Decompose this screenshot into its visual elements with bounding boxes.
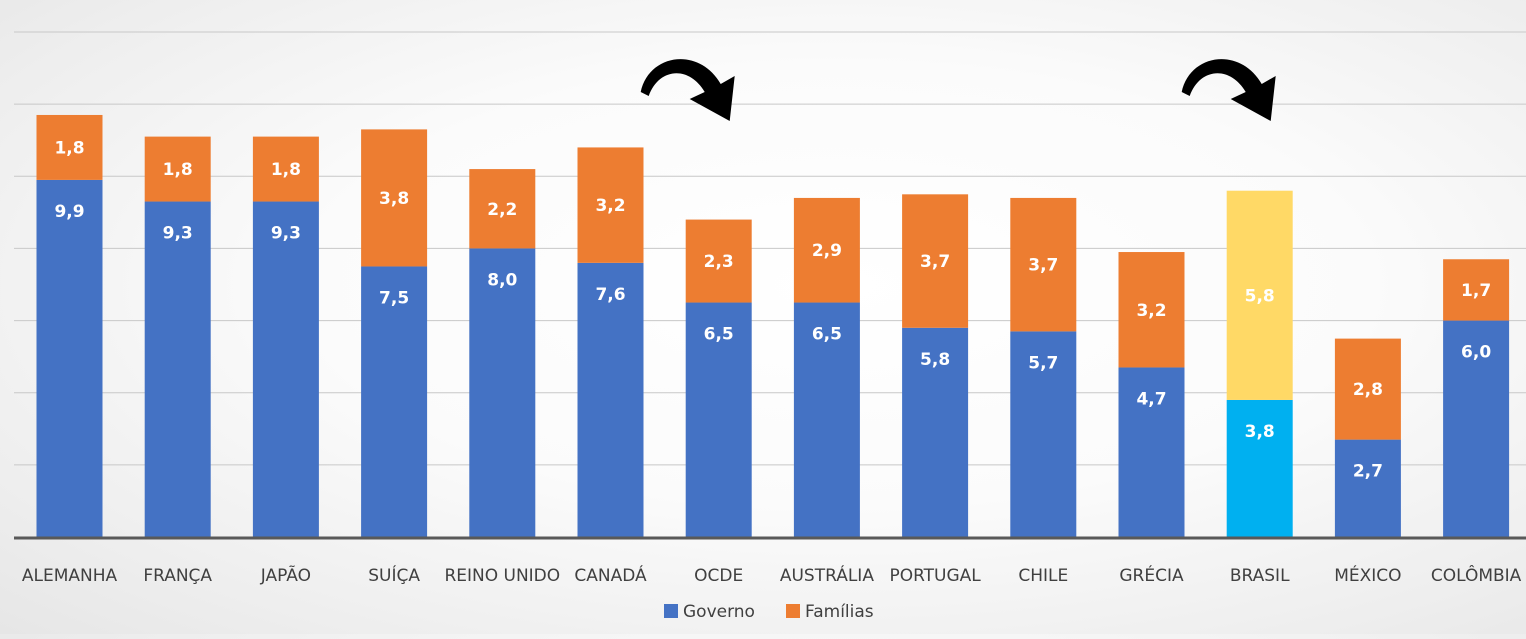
data-label-familias-brasil: 5,8 — [1245, 286, 1275, 306]
data-label-familias-franca: 1,8 — [163, 160, 193, 180]
bar-governo-suica — [361, 266, 428, 537]
bar-familias-suica — [361, 129, 428, 267]
x-tick-label-brasil: BRASIL — [1230, 566, 1290, 586]
bar-familias-reino-unido — [469, 169, 536, 249]
data-label-governo-suica: 7,5 — [379, 288, 409, 308]
x-tick-label-ocde: OCDE — [694, 566, 743, 586]
legend-swatch-governo — [664, 604, 678, 618]
data-label-familias-australia: 2,9 — [812, 241, 842, 261]
annotations — [640, 59, 1276, 121]
bar-familias-ocde — [685, 219, 752, 303]
data-label-familias-alemanha: 1,8 — [54, 138, 84, 158]
data-label-governo-australia: 6,5 — [812, 325, 842, 345]
data-label-familias-portugal: 3,7 — [920, 252, 950, 272]
data-label-governo-reino-unido: 8,0 — [487, 270, 517, 290]
bar-familias-canada — [577, 147, 644, 263]
data-label-familias-canada: 3,2 — [595, 196, 625, 216]
bar-governo-australia — [793, 302, 860, 537]
curved-arrow-shape-brasil — [1181, 59, 1276, 121]
bar-familias-alemanha — [36, 114, 103, 180]
data-label-familias-colombia: 1,7 — [1461, 281, 1491, 301]
x-tick-label-australia: AUSTRÁLIA — [780, 564, 874, 586]
x-tick-labels: ALEMANHA FRANÇA JAPÃO SUÍÇA REINO UNIDO CANAD… — [22, 564, 1522, 586]
bar-governo-reino-unido — [469, 248, 536, 537]
bar-governo-chile — [1010, 331, 1077, 537]
bar-governo-grecia — [1118, 367, 1185, 537]
data-label-governo-brasil: 3,8 — [1245, 422, 1275, 442]
data-label-familias-japao: 1,8 — [271, 160, 301, 180]
bar-governo-brasil — [1226, 399, 1293, 537]
x-tick-label-colombia: COLÔMBIA — [1431, 564, 1522, 586]
x-tick-label-canada: CANADÁ — [574, 564, 647, 586]
data-label-familias-mexico: 2,8 — [1353, 380, 1383, 400]
bar-governo-alemanha — [36, 179, 103, 537]
data-label-governo-ocde: 6,5 — [704, 325, 734, 345]
bar-governo-colombia — [1443, 320, 1510, 537]
legend-swatch-familias — [786, 604, 800, 618]
bar-governo-canada — [577, 262, 644, 537]
gridlines — [14, 31, 1526, 466]
bar-governo-ocde — [685, 302, 752, 537]
bar-familias-colombia — [1443, 259, 1510, 321]
x-tick-label-japao: JAPÃO — [260, 564, 311, 586]
data-label-governo-grecia: 4,7 — [1136, 389, 1166, 409]
x-tick-label-mexico: MÉXICO — [1334, 564, 1401, 586]
bar-familias-brasil — [1226, 190, 1293, 400]
legend-group: Governo Famílias — [664, 602, 874, 622]
x-tick-label-grecia: GRÉCIA — [1119, 564, 1184, 586]
curved-arrow-down-icon — [1181, 59, 1276, 121]
bars — [36, 114, 1510, 538]
curved-arrow-shape-ocde — [640, 59, 735, 121]
data-labels: 9,9 1,8 9,3 1,8 9,3 1,8 7,5 3,8 8,0 2,2 7,6 3,2 6,5 2… — [54, 138, 1491, 481]
bar-familias-franca — [144, 136, 211, 202]
data-label-governo-franca: 9,3 — [163, 224, 193, 244]
data-label-governo-chile: 5,7 — [1028, 353, 1058, 373]
bar-governo-mexico — [1334, 439, 1401, 537]
data-label-governo-canada: 7,6 — [595, 285, 625, 305]
data-label-governo-portugal: 5,8 — [920, 350, 950, 370]
curved-arrow-down-icon — [640, 59, 735, 121]
x-tick-label-portugal: PORTUGAL — [889, 566, 981, 586]
bar-familias-chile — [1010, 197, 1077, 332]
data-label-familias-reino-unido: 2,2 — [487, 200, 517, 220]
x-tick-label-chile: CHILE — [1018, 566, 1068, 586]
data-label-familias-grecia: 3,2 — [1136, 301, 1166, 321]
x-tick-label-suica: SUÍÇA — [368, 564, 420, 586]
legend-label-familias: Famílias — [805, 602, 874, 622]
x-tick-label-reino-unido: REINO UNIDO — [444, 566, 560, 586]
x-tick-label-alemanha: ALEMANHA — [22, 566, 118, 586]
bar-governo-japao — [252, 201, 319, 538]
bar-familias-mexico — [1334, 338, 1401, 440]
bar-familias-portugal — [902, 194, 969, 328]
bar-familias-grecia — [1118, 252, 1185, 368]
bar-governo-franca — [144, 201, 211, 538]
data-label-familias-chile: 3,7 — [1028, 256, 1058, 276]
data-label-governo-alemanha: 9,9 — [54, 202, 84, 222]
bar-familias-japao — [252, 136, 319, 202]
bar-familias-australia — [793, 197, 860, 303]
legend-label-governo: Governo — [683, 602, 755, 622]
data-label-familias-suica: 3,8 — [379, 189, 409, 209]
x-tick-label-franca: FRANÇA — [143, 566, 212, 586]
legend: Governo Famílias — [664, 602, 874, 622]
data-label-familias-ocde: 2,3 — [704, 252, 734, 272]
data-label-governo-mexico: 2,7 — [1353, 462, 1383, 482]
data-label-governo-colombia: 6,0 — [1461, 343, 1491, 363]
bar-governo-portugal — [902, 327, 969, 537]
data-label-governo-japao: 9,3 — [271, 224, 301, 244]
